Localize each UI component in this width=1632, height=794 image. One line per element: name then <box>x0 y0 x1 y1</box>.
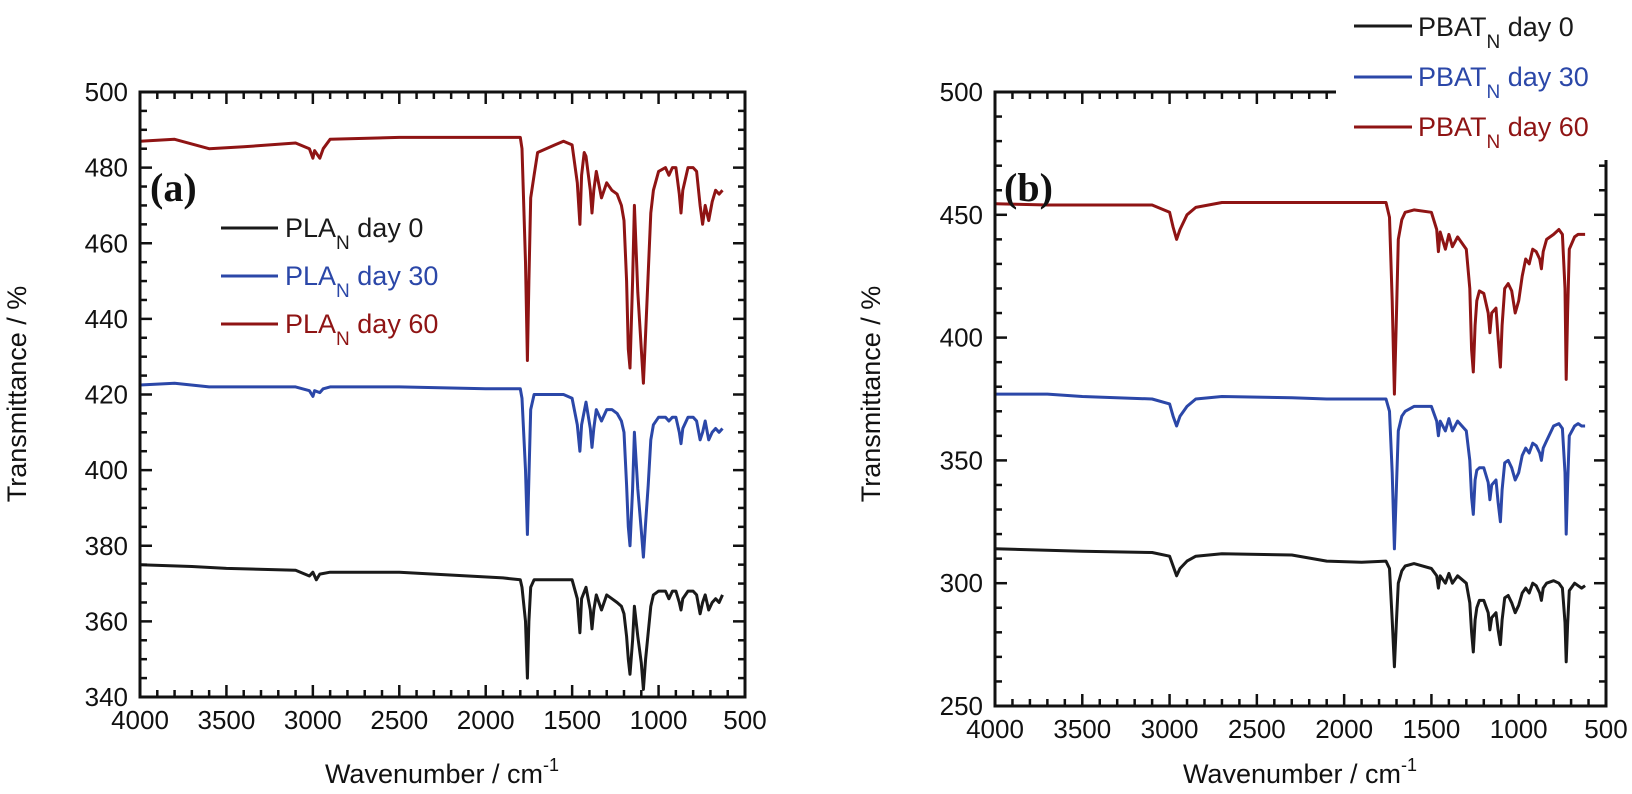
panel-a-ticks <box>138 90 747 699</box>
panel-a-y-tick-label: 340 <box>85 682 128 712</box>
panel-b-y-tick-label: 450 <box>940 200 983 230</box>
panel-b-y-tick-labels: 250 300 350 400 450 500 <box>940 77 983 721</box>
svg-text:PBATN day 30: PBATN day 30 <box>1418 62 1589 103</box>
legend-base: PLA <box>285 309 336 339</box>
svg-text:PBATN day 0: PBATN day 0 <box>1418 12 1574 53</box>
panel-a-x-tick-label: 2000 <box>457 705 515 735</box>
x-axis-title-text: Wavenumber / cm <box>1183 759 1401 789</box>
legend-sub: N <box>336 233 350 254</box>
panel-a-legend-item: PLAN day 30 <box>221 261 438 302</box>
panel-a-plot-area <box>139 135 724 691</box>
legend-sub: N <box>336 329 350 350</box>
panel-b-y-axis-title: Transmittance / % <box>856 286 886 503</box>
x-axis-title-sup: -1 <box>1401 755 1417 775</box>
panel-b-x-axis-title: Wavenumber / cm-1 <box>1183 755 1417 789</box>
panel-a-y-tick-label: 480 <box>85 153 128 183</box>
panel-b-chart: 4000 3500 3000 2500 2000 1500 1000 500 250 300 35… <box>856 0 1632 789</box>
legend-base: PLA <box>285 261 336 291</box>
legend-sub: N <box>1487 82 1501 103</box>
panel-b-x-tick-label: 3000 <box>1141 714 1199 744</box>
svg-text:PBATN day 60: PBATN day 60 <box>1418 112 1589 153</box>
panel-a-y-tick-labels: 340 360 380 400 420 440 460 480 500 <box>85 77 128 712</box>
legend-base: PLA <box>285 213 336 243</box>
svg-text:PLAN day 0: PLAN day 0 <box>285 213 423 254</box>
panel-a-legend-item: PLAN day 60 <box>221 309 438 350</box>
panel-b-y-tick-label: 250 <box>940 691 983 721</box>
panel-b-y-tick-label: 350 <box>940 445 983 475</box>
svg-text:PLAN day 60: PLAN day 60 <box>285 309 438 350</box>
panel-a-series-line-0 <box>139 563 724 691</box>
panel-b-series-line-1 <box>995 392 1586 551</box>
panel-a-x-axis-title: Wavenumber / cm-1 <box>325 755 559 789</box>
panel-a-x-tick-label: 500 <box>723 705 766 735</box>
panel-b-legend-item: PBATN day 60 <box>1354 112 1589 153</box>
svg-text:PLAN day 30: PLAN day 30 <box>285 261 438 302</box>
panel-b-plot-area <box>994 201 1586 669</box>
panel-a-y-axis-title: Transmittance / % <box>2 286 32 503</box>
panel-a-x-tick-labels: 4000 3500 3000 2500 2000 1500 1000 500 <box>111 705 767 735</box>
legend-tail: day 0 <box>1500 12 1574 42</box>
panel-b-legend: PBATN day 0 PBATN day 30 PBATN day 60 <box>1354 12 1589 153</box>
panel-a-x-tick-label: 1000 <box>630 705 688 735</box>
panel-a-x-tick-label: 1500 <box>543 705 601 735</box>
panel-a-tag: (a) <box>150 165 197 210</box>
panel-a-y-tick-label: 380 <box>85 531 128 561</box>
panel-b-x-tick-labels: 4000 3500 3000 2500 2000 1500 1000 500 <box>966 714 1628 744</box>
panel-b-x-tick-label: 3500 <box>1053 714 1111 744</box>
legend-tail: day 30 <box>350 261 439 291</box>
panel-a-x-tick-label: 2500 <box>370 705 428 735</box>
panel-b-legend-item: PBATN day 30 <box>1354 62 1589 103</box>
legend-sub: N <box>336 281 350 302</box>
panel-a-y-tick-label: 440 <box>85 304 128 334</box>
panel-b-series-line-0 <box>994 547 1586 669</box>
panel-a-y-tick-label: 400 <box>85 455 128 485</box>
panel-b-y-tick-label: 400 <box>940 323 983 353</box>
legend-tail: day 0 <box>350 213 424 243</box>
panel-a-legend: PLAN day 0 PLAN day 30 PLAN day 60 <box>221 213 438 350</box>
legend-sub: N <box>1487 132 1501 153</box>
panel-a-x-tick-label: 3500 <box>198 705 256 735</box>
panel-a-x-tick-label: 3000 <box>284 705 342 735</box>
panel-b-tag: (b) <box>1004 165 1053 210</box>
panel-b-frame <box>993 90 1608 708</box>
panel-b-x-tick-label: 1500 <box>1403 714 1461 744</box>
panel-b-x-tick-label: 2000 <box>1315 714 1373 744</box>
panel-b-legend-item: PBATN day 0 <box>1354 12 1574 53</box>
panel-b-x-tick-label: 500 <box>1584 714 1627 744</box>
panel-a-y-tick-label: 460 <box>85 228 128 258</box>
legend-tail: day 30 <box>1500 62 1589 92</box>
legend-base: PBAT <box>1418 12 1487 42</box>
legend-tail: day 60 <box>350 309 439 339</box>
legend-base: PBAT <box>1418 62 1487 92</box>
x-axis-title-sup: -1 <box>543 755 559 775</box>
panel-b-y-tick-label: 500 <box>940 77 983 107</box>
panel-b-x-tick-label: 4000 <box>966 714 1024 744</box>
panel-a-series-line-2 <box>139 135 724 385</box>
panel-b-series-line-2 <box>994 201 1586 396</box>
panel-b-x-tick-label: 2500 <box>1228 714 1286 744</box>
panel-b-y-tick-label: 300 <box>940 568 983 598</box>
panel-a-y-tick-label: 500 <box>85 77 128 107</box>
legend-sub: N <box>1487 32 1501 53</box>
panel-a-chart: 4000 3500 3000 2500 2000 1500 1000 500 340 360 38… <box>2 77 767 789</box>
legend-base: PBAT <box>1418 112 1487 142</box>
panel-b-x-tick-label: 1000 <box>1490 714 1548 744</box>
x-axis-title-text: Wavenumber / cm <box>325 759 543 789</box>
panel-a-x-tick-label: 4000 <box>111 705 169 735</box>
panel-a-y-tick-label: 420 <box>85 380 128 410</box>
panel-a-series-line-1 <box>139 381 724 559</box>
panel-a-y-tick-label: 360 <box>85 606 128 636</box>
panel-a-legend-item: PLAN day 0 <box>221 213 423 254</box>
legend-tail: day 60 <box>1500 112 1589 142</box>
